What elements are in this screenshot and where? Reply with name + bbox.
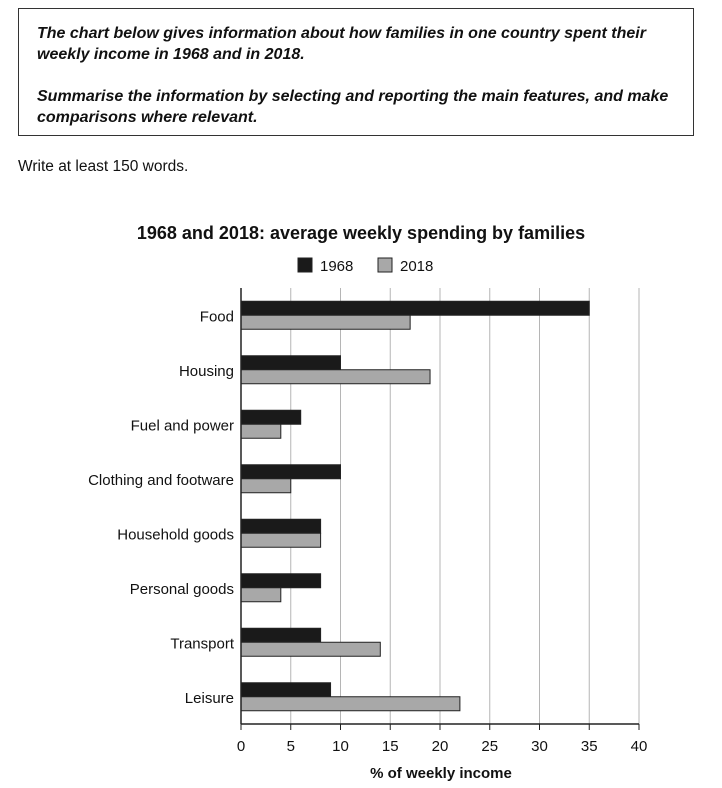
bar-1968 xyxy=(240,627,322,643)
chart-axes: 0 5 10 15 20 25 30 35 40 Food Housing Fuel and powe… xyxy=(88,288,647,755)
bar-2018 xyxy=(240,314,411,330)
chart-title: 1968 and 2018: average weekly spending b… xyxy=(137,223,585,243)
category-label: Housing xyxy=(179,363,234,380)
x-tick-label: 40 xyxy=(631,738,648,755)
bar-1968 xyxy=(240,518,322,534)
chart-bars xyxy=(240,300,590,712)
bar-1968 xyxy=(240,573,322,589)
legend-swatch xyxy=(377,257,393,273)
bar-2018 xyxy=(240,423,282,439)
legend-swatch xyxy=(297,257,313,273)
legend-label: 1968 xyxy=(320,258,353,275)
task-description: The chart below gives information about … xyxy=(37,25,646,63)
x-tick-label: 35 xyxy=(581,738,598,755)
bar-2018 xyxy=(240,587,282,603)
x-tick-label: 0 xyxy=(237,738,245,755)
bar-2018 xyxy=(240,532,322,548)
bar-2018 xyxy=(240,478,292,494)
category-label: Transport xyxy=(170,635,234,652)
task-prompt-box: The chart below gives information about … xyxy=(18,8,694,136)
x-tick-label: 25 xyxy=(481,738,498,755)
chart-legend: 1968 2018 xyxy=(297,257,433,275)
x-axis-label: % of weekly income xyxy=(370,765,512,782)
category-label: Household goods xyxy=(117,526,234,543)
bar-2018 xyxy=(240,641,381,657)
bar-2018 xyxy=(240,696,461,712)
word-count-note: Write at least 150 words. xyxy=(18,158,189,175)
category-label: Food xyxy=(200,308,234,325)
category-label: Personal goods xyxy=(130,581,234,598)
x-tick-label: 15 xyxy=(382,738,399,755)
bar-1968 xyxy=(240,682,332,698)
x-tick-label: 10 xyxy=(332,738,349,755)
category-label: Fuel and power xyxy=(131,417,234,434)
x-tick-label: 5 xyxy=(287,738,295,755)
task-instruction: Summarise the information by selecting a… xyxy=(37,88,669,126)
bar-1968 xyxy=(240,355,341,371)
x-tick-label: 30 xyxy=(531,738,548,755)
bar-1968 xyxy=(240,464,341,480)
bar-1968 xyxy=(240,409,302,425)
bar-1968 xyxy=(240,300,590,316)
bar-2018 xyxy=(240,369,431,385)
category-label: Leisure xyxy=(185,690,234,707)
legend-label: 2018 xyxy=(400,258,433,275)
x-tick-label: 20 xyxy=(432,738,449,755)
category-label: Clothing and footware xyxy=(88,472,234,489)
chart-gridlines xyxy=(290,288,640,724)
